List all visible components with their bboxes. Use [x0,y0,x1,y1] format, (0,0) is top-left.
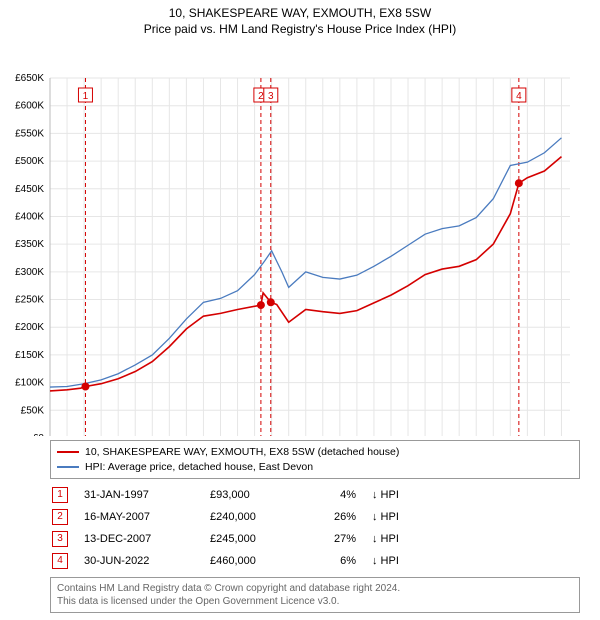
svg-text:£550K: £550K [15,128,44,139]
sale-pct: 6% [316,551,370,571]
table-row: 4 30-JUN-2022£460,0006%↓ HPI [52,551,413,571]
sale-marker-num: 1 [83,91,89,102]
sale-direction: ↓ HPI [372,529,413,549]
sales-table: 131-JAN-1997£93,0004%↓ HPI216-MAY-2007£2… [50,483,415,573]
sale-marker-num: 2 [258,91,264,102]
sale-marker-box: 1 [52,487,68,503]
sale-pct: 26% [316,507,370,527]
sale-direction: ↓ HPI [372,507,413,527]
svg-text:£100K: £100K [15,378,44,389]
price-chart: £0 £50K £100K £150K £200K £250K £300K £350K £400… [0,38,600,436]
footer-line-2: This data is licensed under the Open Gov… [57,595,573,608]
sale-date: 16-MAY-2007 [84,507,208,527]
sale-marker-num: 4 [516,91,522,102]
legend: 10, SHAKESPEARE WAY, EXMOUTH, EX8 5SW (d… [50,440,580,479]
sale-marker-box: 4 [52,553,68,569]
svg-text:£0: £0 [33,433,45,436]
sale-direction: ↓ HPI [372,485,413,505]
sale-point [81,382,89,390]
sale-price: £460,000 [210,551,314,571]
page-title-2: Price paid vs. HM Land Registry's House … [0,20,600,38]
footer: Contains HM Land Registry data © Crown c… [50,577,580,613]
svg-text:£450K: £450K [15,184,44,195]
svg-text:£600K: £600K [15,101,44,112]
legend-label: 10, SHAKESPEARE WAY, EXMOUTH, EX8 5SW (d… [85,445,399,460]
svg-text:£300K: £300K [15,267,44,278]
table-row: 1 31-JAN-1997£93,0004%↓ HPI [52,485,413,505]
sale-marker-box: 2 [52,509,68,525]
sale-date: 13-DEC-2007 [84,529,208,549]
sale-marker-box: 3 [52,531,68,547]
sale-date: 31-JAN-1997 [84,485,208,505]
sale-price: £245,000 [210,529,314,549]
svg-text:£200K: £200K [15,322,44,333]
sale-pct: 4% [316,485,370,505]
sale-point [267,298,275,306]
legend-item-price-paid: 10, SHAKESPEARE WAY, EXMOUTH, EX8 5SW (d… [57,445,573,460]
sale-marker-num: 3 [268,91,274,102]
legend-label: HPI: Average price, detached house, East… [85,460,313,475]
table-row: 2 16-MAY-2007£240,00026%↓ HPI [52,507,413,527]
svg-text:£50K: £50K [21,405,45,416]
sale-price: £240,000 [210,507,314,527]
sale-price: £93,000 [210,485,314,505]
page-title-1: 10, SHAKESPEARE WAY, EXMOUTH, EX8 5SW [0,0,600,20]
svg-text:£150K: £150K [15,350,44,361]
sale-point [515,179,523,187]
sale-point [257,301,265,309]
footer-line-1: Contains HM Land Registry data © Crown c… [57,582,573,595]
svg-text:£500K: £500K [15,156,44,167]
svg-text:£650K: £650K [15,73,44,84]
svg-text:£250K: £250K [15,295,44,306]
sale-date: 30-JUN-2022 [84,551,208,571]
table-row: 3 13-DEC-2007£245,00027%↓ HPI [52,529,413,549]
svg-text:£400K: £400K [15,211,44,222]
sale-pct: 27% [316,529,370,549]
sale-direction: ↓ HPI [372,551,413,571]
svg-text:£350K: £350K [15,239,44,250]
legend-item-hpi: HPI: Average price, detached house, East… [57,460,573,475]
